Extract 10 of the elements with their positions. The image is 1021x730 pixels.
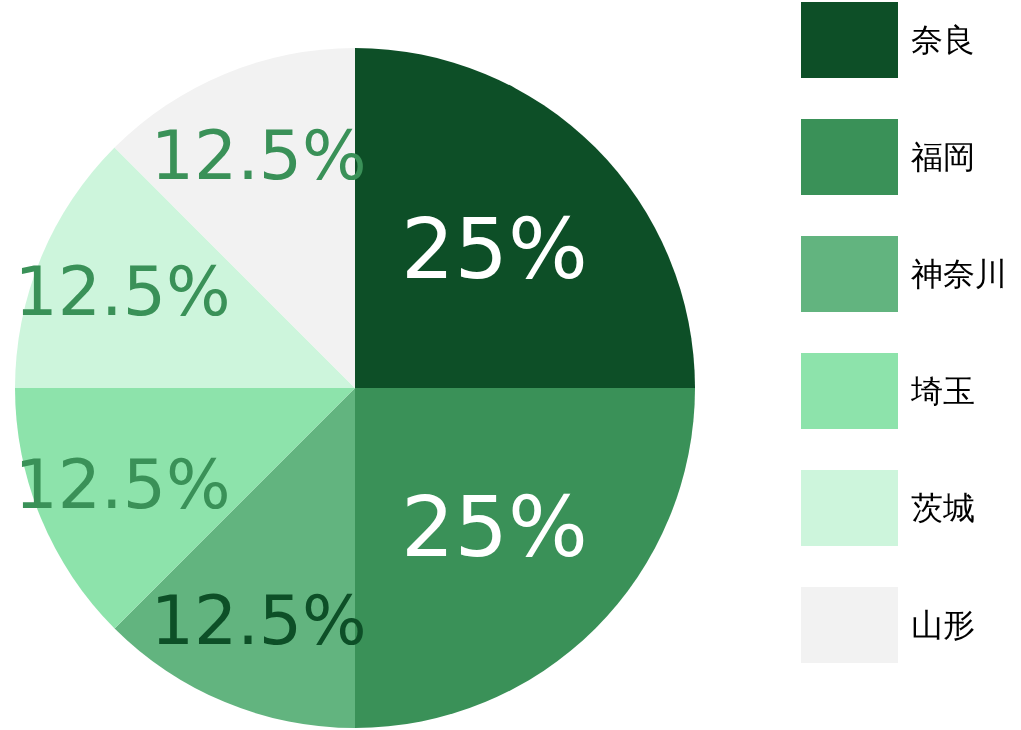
legend-label: 神奈川 xyxy=(911,255,1007,293)
legend-label: 山形 xyxy=(911,606,975,644)
data-label: 12.5% xyxy=(14,252,231,332)
legend-label: 茨城 xyxy=(911,489,975,527)
legend-label: 埼玉 xyxy=(910,372,975,410)
data-label: 12.5% xyxy=(150,580,367,660)
data-label: 25% xyxy=(401,199,588,298)
legend-label: 奈良 xyxy=(911,21,975,59)
data-label: 25% xyxy=(401,478,588,577)
legend-label: 福岡 xyxy=(911,138,975,176)
